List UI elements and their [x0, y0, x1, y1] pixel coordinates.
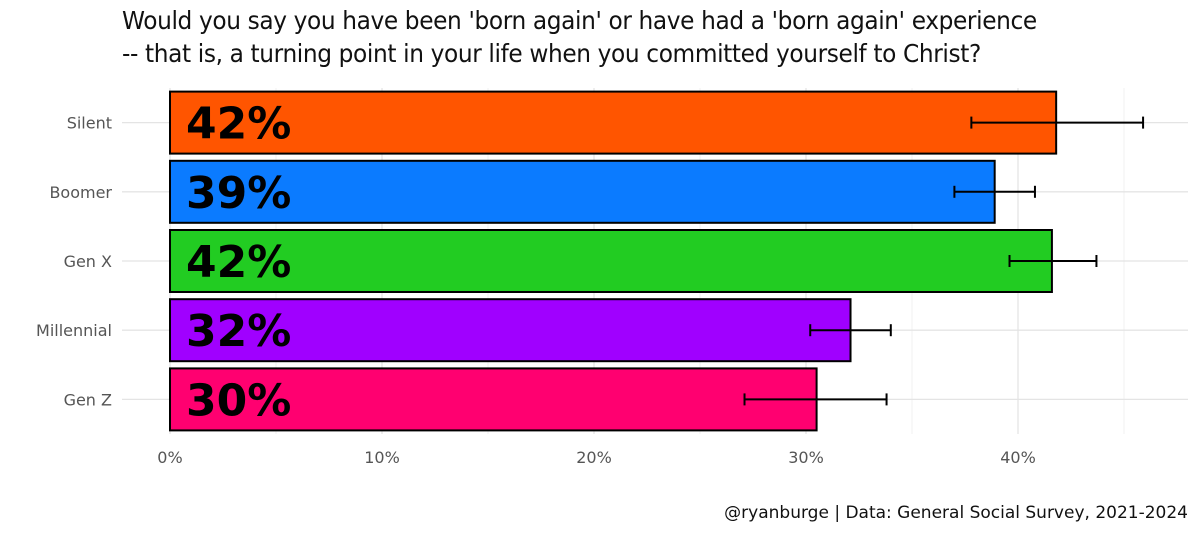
bar-value-label: 42% [186, 99, 291, 150]
source-caption: @ryanburge | Data: General Social Survey… [724, 503, 1188, 523]
chart-title-line-1: Would you say you have been 'born again'… [122, 6, 1037, 35]
x-tick-label: 10% [364, 448, 400, 467]
y-axis: Silent Boomer Gen X Millennial Gen Z [36, 114, 112, 410]
x-axis: 0% 10% 20% 30% 40% [157, 448, 1035, 467]
y-tick-label: Gen X [64, 252, 112, 271]
y-tick-label: Boomer [49, 183, 112, 202]
bar-value-label: 42% [186, 237, 291, 288]
bar-boomer [169, 159, 996, 224]
y-tick-label: Silent [67, 114, 112, 133]
bar-gen-x [169, 229, 1053, 293]
bar-value-label: 39% [186, 168, 291, 219]
y-tick-label: Millennial [36, 321, 112, 340]
bar-silent [169, 90, 1058, 155]
chart-title: Would you say you have been 'born again'… [122, 4, 1108, 70]
bars [169, 90, 1058, 432]
bar-labels: 42% 39% 42% 32% 30% [186, 99, 291, 427]
bar-value-label: 30% [186, 375, 291, 426]
x-tick-label: 0% [157, 448, 182, 467]
x-tick-label: 40% [1000, 448, 1036, 467]
error-bars [743, 116, 1145, 406]
chart-title-line-2: -- that is, a turning point in your life… [122, 39, 981, 68]
y-tick-label: Gen Z [64, 390, 112, 409]
bar-value-label: 32% [186, 306, 291, 357]
x-tick-label: 20% [576, 448, 612, 467]
x-tick-label: 30% [788, 448, 824, 467]
